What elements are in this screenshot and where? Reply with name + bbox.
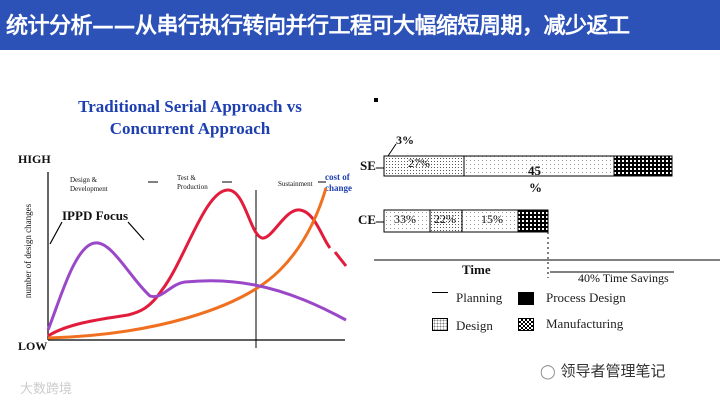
watermark-right-text: 领导者管理笔记: [560, 362, 666, 380]
legend-planning-swatch: [432, 292, 448, 305]
concurrent-curve: [46, 241, 347, 331]
ippd-arrow-left: [49, 221, 63, 245]
serial-curve: [47, 188, 332, 338]
se-27-label: 27%: [408, 156, 430, 170]
legend-process-design-swatch: [518, 292, 534, 305]
wechat-icon: ◯: [540, 364, 556, 380]
legend-design-swatch: [432, 318, 448, 331]
se-pct-label: %: [529, 180, 542, 195]
ce-33-label: 33%: [394, 212, 416, 226]
legend-process-design-label: Process Design: [546, 290, 626, 305]
serial-curve-tail: [333, 251, 348, 267]
timeline-chart: [374, 143, 720, 278]
ce-22-label: 22%: [434, 212, 456, 226]
legend-manufacturing-swatch: [518, 318, 534, 331]
phase-design-label: Design & Development: [70, 176, 108, 193]
phase-test-label: Test & Production: [177, 174, 208, 191]
slide-title: 统计分析——从串行执行转向并行工程可大幅缩短周期，减少返工: [6, 14, 630, 39]
pct-3-label: 3%: [396, 133, 414, 147]
ippd-focus-label: IPPD Focus: [62, 208, 129, 223]
cost-of-change-curve: [47, 187, 328, 340]
watermark-right: ◯ 领导者管理笔记: [540, 360, 665, 381]
watermark-left: 大数跨境: [20, 382, 73, 397]
y-low-label: LOW: [18, 339, 48, 353]
ce-15-label: 15%: [481, 212, 503, 226]
ce-manufacturing-bar: [517, 209, 549, 233]
serial-vs-concurrent-chart: [46, 172, 348, 348]
legend-manufacturing-label: Manufacturing: [546, 316, 624, 331]
ce-label: CE: [358, 212, 377, 227]
phase-sustainment-label: Sustainment: [278, 180, 313, 188]
header-bar: 统计分析——从串行执行转向并行工程可大幅缩短周期，减少返工: [0, 0, 720, 50]
legend-planning-label: Planning: [456, 290, 503, 305]
chart-title: Traditional Serial Approach vs Concurren…: [0, 96, 380, 140]
ippd-arrow-right: [127, 221, 145, 241]
cost-of-change-label: cost of change: [325, 172, 352, 193]
se-45-label: 45: [528, 163, 541, 178]
time-label: Time: [462, 262, 491, 277]
legend-design-label: Design: [456, 318, 493, 333]
se-manufacturing-bar: [613, 155, 673, 177]
time-savings-label: 40% Time Savings: [578, 271, 669, 285]
chart-title-line2: Concurrent Approach: [109, 119, 271, 138]
y-high-label: HIGH: [18, 152, 51, 166]
se-label: SE: [360, 158, 376, 173]
chart-title-line1: Traditional Serial Approach vs: [78, 97, 302, 116]
pct-3-arrow: [387, 143, 397, 157]
corner-dot: [374, 98, 378, 102]
